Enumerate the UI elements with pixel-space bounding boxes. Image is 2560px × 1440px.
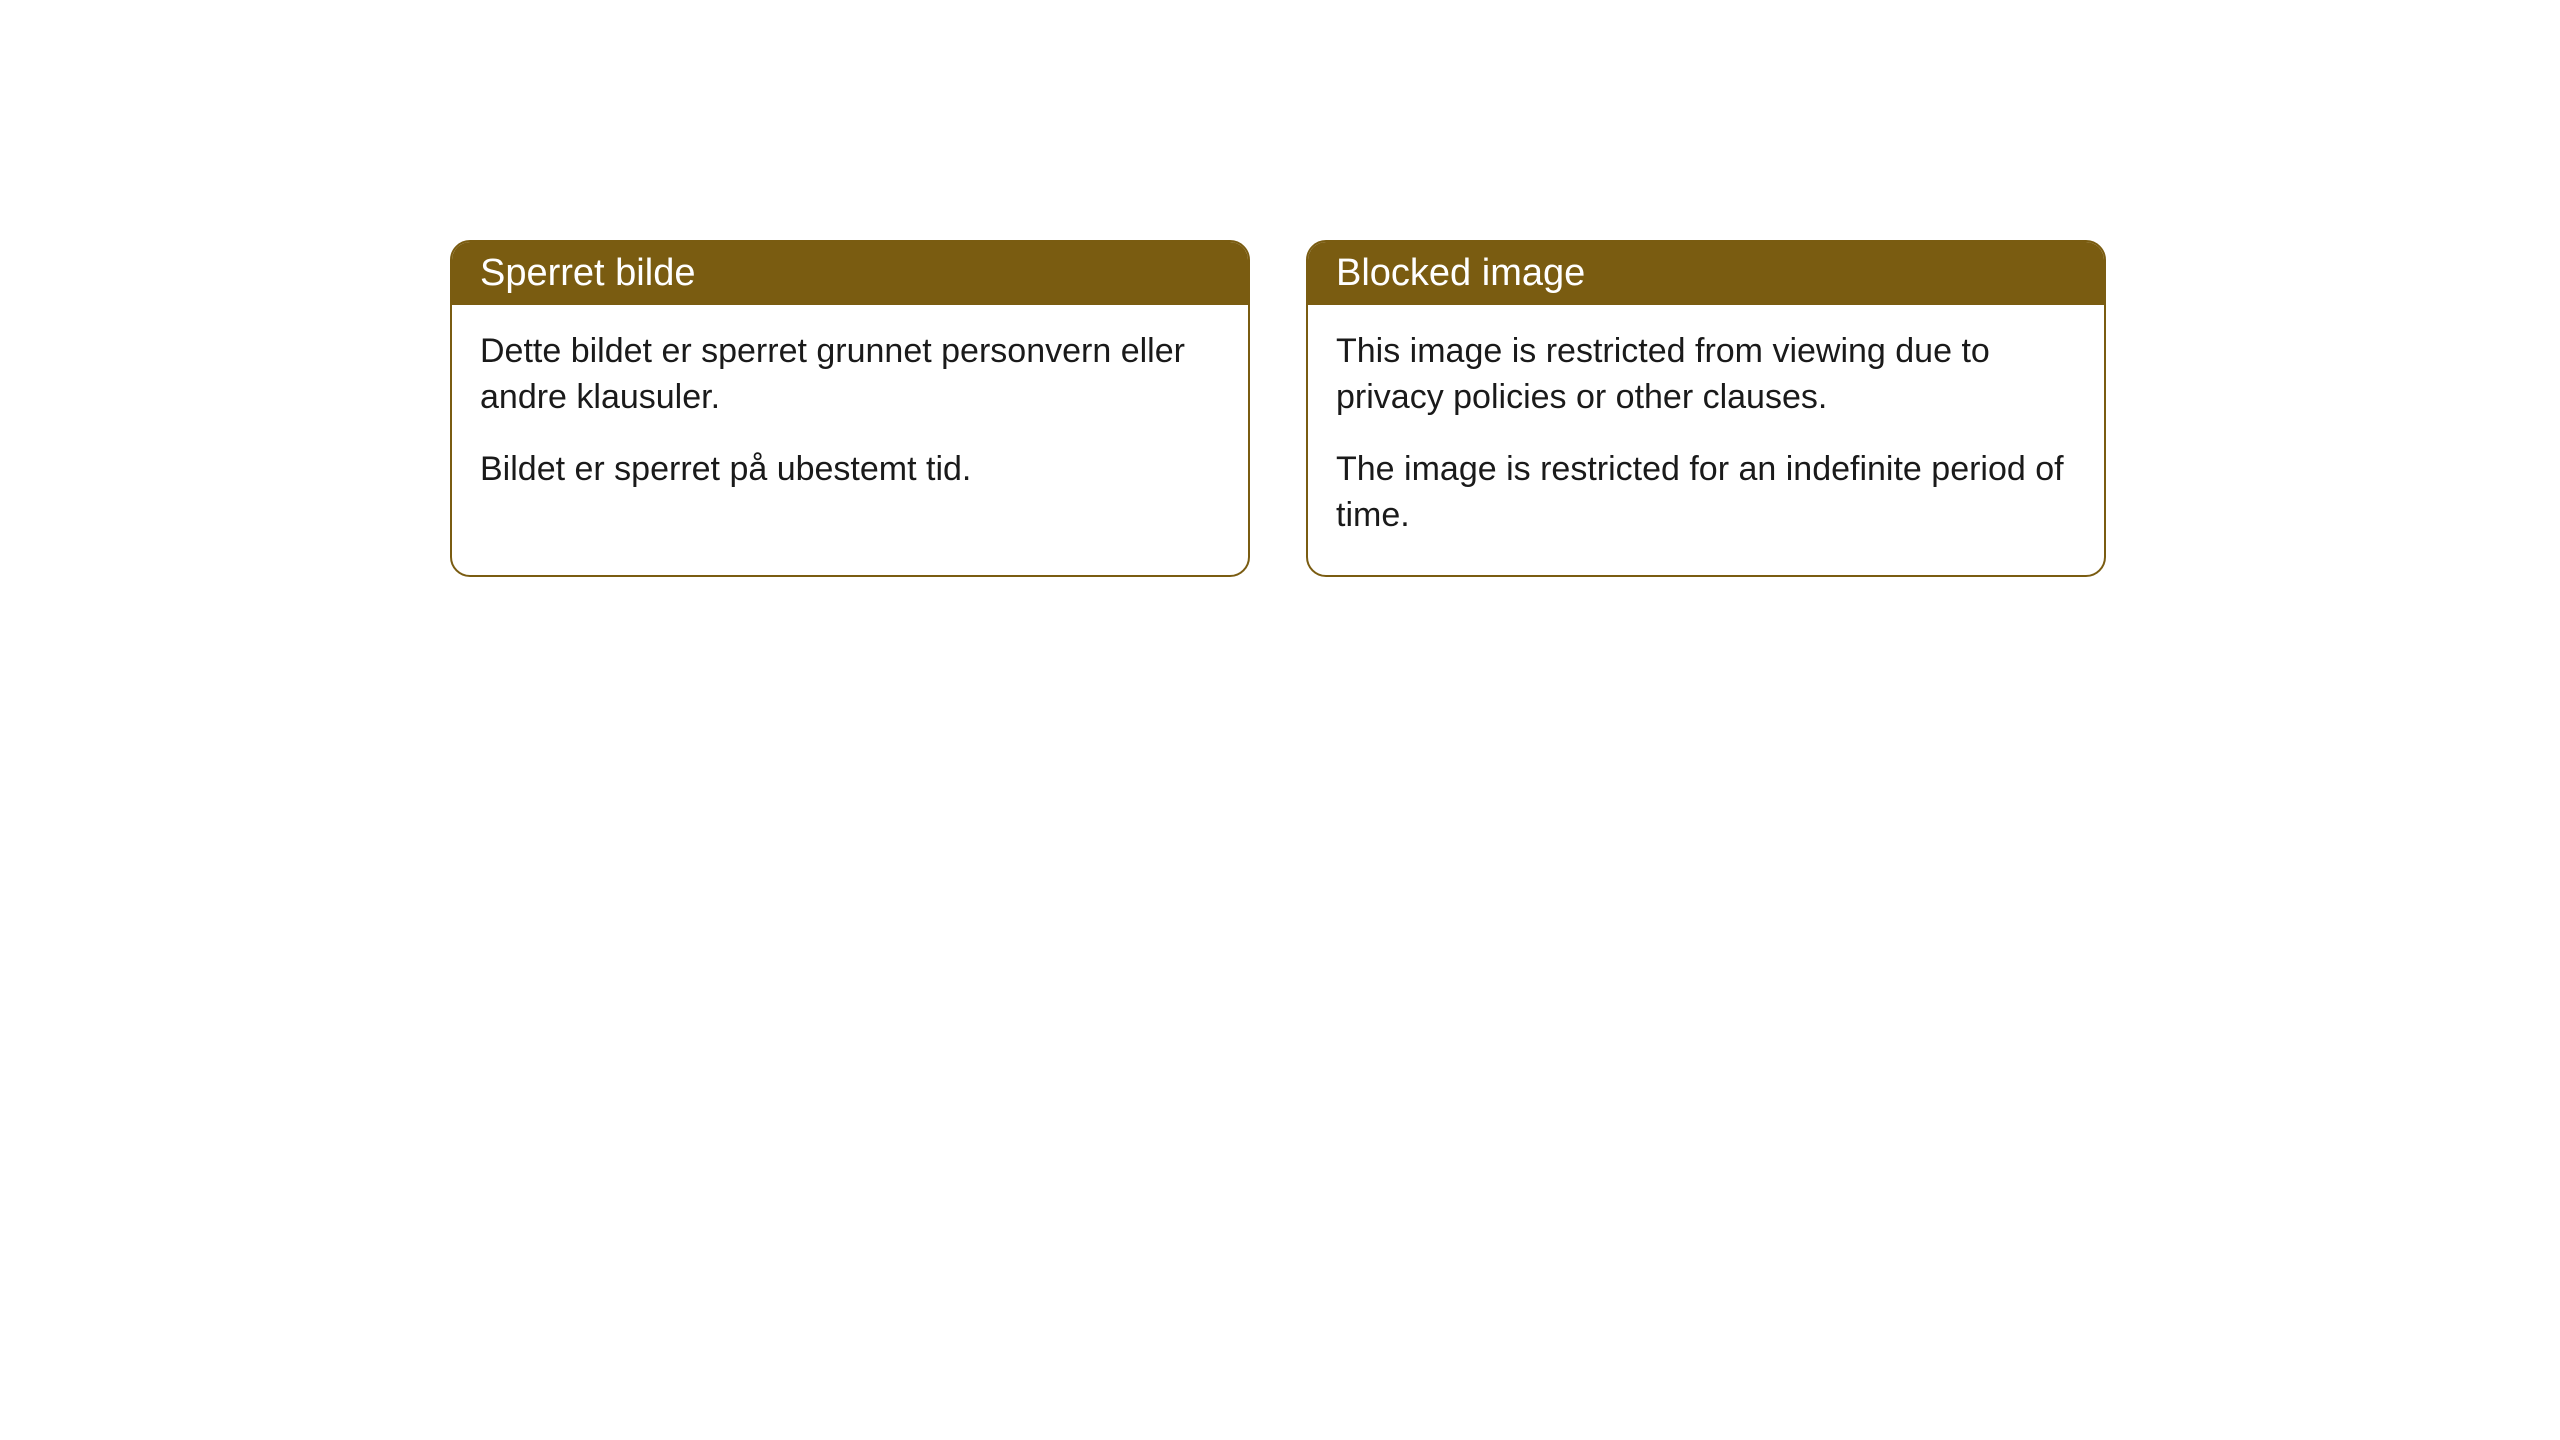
card-paragraph-en-1: This image is restricted from viewing du… — [1336, 329, 2076, 421]
notice-cards-container: Sperret bilde Dette bildet er sperret gr… — [450, 240, 2110, 577]
card-title-no: Sperret bilde — [480, 252, 695, 294]
card-body-en: This image is restricted from viewing du… — [1308, 305, 2104, 575]
card-paragraph-en-2: The image is restricted for an indefinit… — [1336, 447, 2076, 539]
card-paragraph-no-1: Dette bildet er sperret grunnet personve… — [480, 329, 1220, 421]
blocked-image-card-en: Blocked image This image is restricted f… — [1306, 240, 2106, 577]
card-header-en: Blocked image — [1308, 242, 2104, 305]
card-body-no: Dette bildet er sperret grunnet personve… — [452, 305, 1248, 529]
card-title-en: Blocked image — [1336, 252, 1585, 294]
card-header-no: Sperret bilde — [452, 242, 1248, 305]
blocked-image-card-no: Sperret bilde Dette bildet er sperret gr… — [450, 240, 1250, 577]
card-paragraph-no-2: Bildet er sperret på ubestemt tid. — [480, 447, 1220, 493]
